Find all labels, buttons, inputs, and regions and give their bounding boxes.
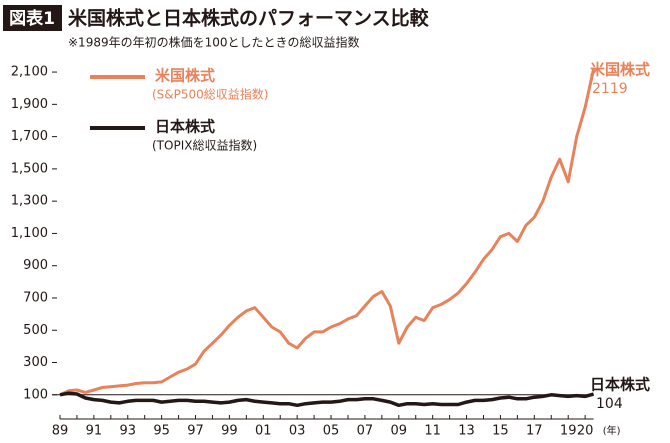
x-tick-label: 13	[458, 424, 475, 439]
y-tick-label: 1,300	[11, 194, 48, 209]
y-tick-label: 1,100	[11, 226, 48, 241]
label-box	[3, 5, 62, 31]
x-tick-label: 11	[424, 424, 441, 439]
y-tick-label: 1,900	[11, 97, 48, 112]
series-line	[59, 68, 596, 397]
x-tick-label: 09	[391, 424, 408, 439]
y-tick-label: 2,100	[11, 65, 48, 80]
legend-description: (S&P500総収益指数)	[152, 87, 268, 102]
x-tick-label: 89	[52, 424, 69, 439]
y-tick-label: 1,500	[11, 161, 48, 176]
x-tick-label: 93	[119, 424, 136, 439]
y-tick-label: 300	[23, 355, 48, 370]
x-tick-label: 17	[526, 424, 543, 439]
end-label-value: 104	[596, 396, 623, 412]
end-label-name: 米国株式	[590, 61, 650, 79]
chart-subtitle: ※1989年の年初の株価を100としたときの総収益指数	[68, 35, 360, 50]
legend-name: 米国株式	[155, 67, 215, 85]
x-tick-label: 97	[187, 424, 204, 439]
y-tick-label: 1,700	[11, 129, 48, 144]
chart-label: 図表1	[9, 8, 55, 29]
legend-name: 日本株式	[155, 118, 215, 136]
end-label-value: 2119	[592, 81, 628, 97]
series-line	[59, 391, 595, 408]
x-tick-label: 91	[86, 424, 103, 439]
x-tick-label: 20	[577, 424, 594, 439]
y-tick-label: 900	[23, 258, 48, 273]
y-tick-label: 500	[23, 323, 48, 338]
y-tick-label: 100	[23, 387, 48, 402]
x-tick-label: 15	[492, 424, 509, 439]
x-tick-label: 95	[153, 424, 170, 439]
chart-title: 米国株式と日本株式のパフォーマンス比較	[68, 7, 430, 30]
x-tick-label: 03	[289, 424, 306, 439]
x-tick-label: 05	[323, 424, 340, 439]
legend-description: (TOPIX総収益指数)	[152, 138, 257, 153]
x-axis-label: (年)	[603, 424, 621, 437]
x-tick-label: 01	[255, 424, 272, 439]
x-tick-label: 19	[560, 424, 577, 439]
y-tick-label: 700	[23, 290, 48, 305]
x-tick-label: 07	[357, 424, 374, 439]
end-label-name: 日本株式	[590, 376, 650, 394]
x-tick-label: 99	[221, 424, 238, 439]
